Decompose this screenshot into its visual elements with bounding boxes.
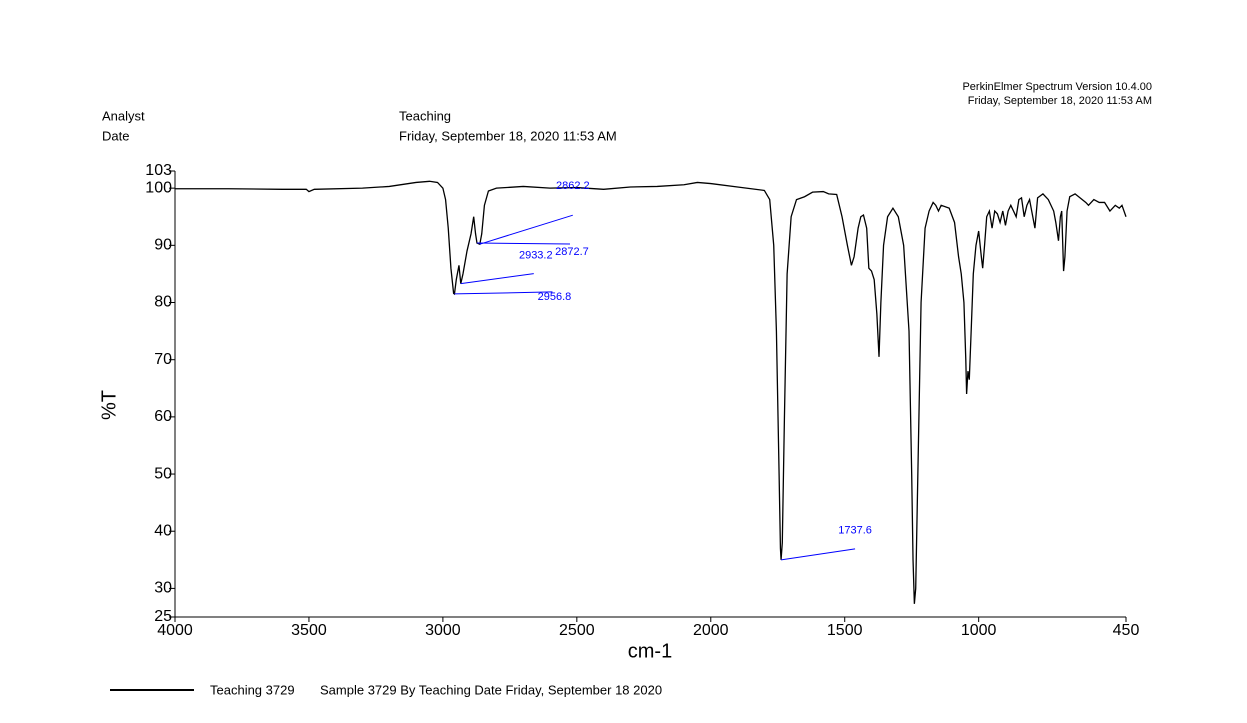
analyst: Teaching — [399, 108, 451, 123]
date-label: Date — [102, 128, 129, 143]
peak-leader — [460, 273, 534, 285]
software-date: Friday, September 18, 2020 11:53 AM — [968, 95, 1152, 107]
y-tick-label: 60 — [154, 408, 172, 425]
x-tick-label: 3500 — [291, 622, 327, 639]
analyst-label: Analyst — [102, 108, 145, 123]
peak-label: 2862.2 — [556, 180, 590, 192]
y-tick-label: 50 — [154, 465, 172, 482]
software: PerkinElmer Spectrum Version 10.4.00 — [962, 81, 1152, 93]
peak-label: 2956.8 — [538, 291, 572, 303]
x-tick-label: 3000 — [425, 622, 461, 639]
x-tick-label: 4000 — [157, 622, 193, 639]
spectrum-line — [175, 180, 1127, 604]
y-axis-label: %T — [98, 390, 120, 420]
y-tick-label: 80 — [154, 294, 172, 311]
peak-label: 1737.6 — [838, 525, 872, 537]
y-tick-label: 90 — [154, 237, 172, 254]
x-tick-label: 2000 — [693, 622, 729, 639]
date: Friday, September 18, 2020 11:53 AM — [399, 128, 617, 143]
x-axis-label: cm-1 — [628, 640, 672, 662]
y-tick-label: 100 — [145, 179, 172, 196]
peak-leader — [454, 291, 553, 295]
y-tick-label: 70 — [154, 351, 172, 368]
x-tick-label: 1000 — [961, 622, 997, 639]
x-tick-label: 1500 — [827, 622, 863, 639]
peak-leader — [479, 214, 573, 245]
legend-label: Teaching 3729 — [210, 682, 295, 697]
peak-label: 2872.7 — [555, 246, 589, 258]
x-tick-label: 450 — [1113, 622, 1140, 639]
y-tick-label: 40 — [154, 522, 172, 539]
y-tick-label: 103 — [145, 162, 172, 179]
y-tick-label: 30 — [154, 580, 172, 597]
peak-leader — [780, 548, 856, 561]
y-tick-label: 25 — [154, 608, 172, 625]
x-tick-label: 2500 — [559, 622, 595, 639]
legend-description: Sample 3729 By Teaching Date Friday, Sep… — [320, 682, 662, 697]
peak-label: 2933.2 — [519, 250, 553, 262]
peak-leader — [476, 242, 570, 245]
